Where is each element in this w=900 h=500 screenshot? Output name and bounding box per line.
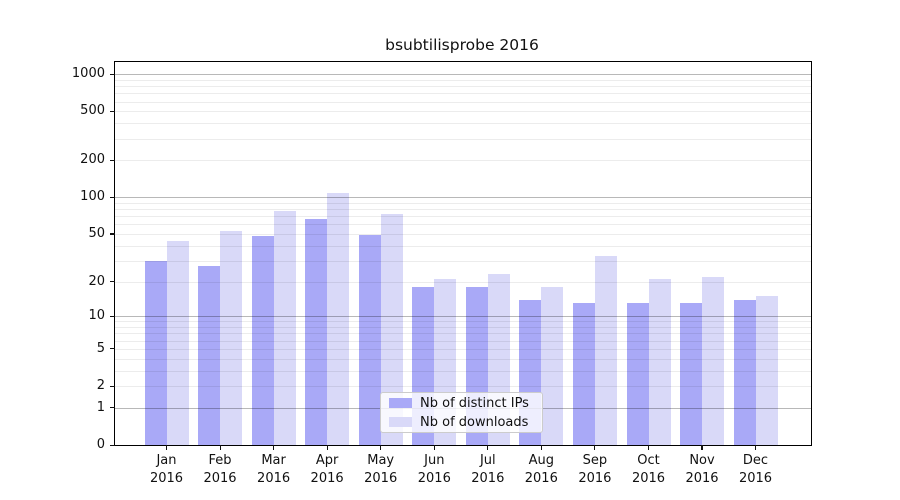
bar-mar-2016-distinct-ips (251, 236, 274, 445)
x-tick-8 (594, 445, 596, 450)
y-tick-20 (110, 281, 115, 283)
x-tick-0 (165, 445, 168, 450)
y-tick-label-50: 50 (88, 225, 105, 241)
x-tick-5 (433, 445, 435, 450)
y-tick-10 (110, 315, 115, 317)
x-tick-label-11: Dec 2016 (738, 453, 773, 486)
gridline-minor-700 (115, 93, 811, 95)
gridline-minor-90 (115, 202, 811, 204)
y-tick-50 (110, 233, 115, 235)
x-tick-4 (380, 445, 382, 450)
y-tick-label-10: 10 (88, 308, 105, 324)
gridline-minor-600 (115, 101, 811, 103)
x-tick-2 (273, 445, 275, 450)
x-tick-label-9: Oct 2016 (631, 453, 666, 486)
y-tick-1 (110, 407, 115, 409)
gridline-minor-800 (115, 86, 811, 88)
bar-jan-2016-downloads (166, 240, 189, 445)
gridline-major-1000 (115, 74, 811, 76)
gridline-minor-900 (115, 79, 811, 81)
x-tick-9 (647, 445, 650, 450)
plot-area: 0 1 2 5 10 20 50 100 200 500 1000 Jan 2016 Feb 2016 Mar… (72, 61, 812, 486)
bar-dec-2016-downloads (755, 296, 778, 445)
y-tick-label-100: 100 (80, 189, 105, 205)
gridline-minor-200 (115, 160, 811, 162)
y-tick-1000 (110, 73, 115, 75)
bar-aug-2016-downloads (541, 286, 564, 445)
bar-sep-2016-downloads (594, 255, 617, 445)
x-tick-label-0: Jan 2016 (149, 453, 184, 486)
gridline-minor-400 (115, 123, 811, 125)
gridline-minor-500 (115, 111, 811, 113)
y-tick-label-20: 20 (88, 273, 105, 289)
y-tick-label-5: 5 (96, 340, 105, 356)
x-tick-label-5: Jun 2016 (417, 453, 451, 486)
bar-feb-2016-distinct-ips (198, 266, 220, 445)
x-tick-3 (326, 445, 328, 450)
y-tick-500 (110, 110, 115, 112)
legend: Nb of distinct IPs Nb of downloads (380, 392, 543, 433)
x-tick-label-8: Sep 2016 (578, 453, 612, 486)
y-tick-label-0: 0 (96, 437, 105, 452)
legend-swatch-distinct-ips (389, 398, 412, 408)
x-tick-label-6: Jul 2016 (471, 453, 505, 486)
x-tick-label-4: May 2016 (364, 453, 398, 486)
bar-mar-2016-downloads (273, 210, 296, 445)
bar-nov-2016-distinct-ips (680, 303, 702, 445)
legend-item-downloads: Nb of downloads (389, 415, 534, 430)
bar-sep-2016-distinct-ips (572, 303, 595, 445)
x-tick-6 (487, 445, 489, 450)
bar-may-2016-downloads (380, 214, 403, 445)
x-tick-label-3: Apr 2016 (310, 453, 344, 486)
bar-apr-2016-distinct-ips (305, 219, 328, 445)
gridline-major-100 (115, 197, 811, 199)
y-tick-2 (110, 385, 115, 387)
legend-item-distinct-ips: Nb of distinct IPs (389, 396, 534, 411)
y-tick-5 (110, 348, 115, 350)
bar-nov-2016-downloads (702, 276, 724, 445)
gridline-minor-80 (115, 209, 811, 211)
bar-oct-2016-downloads (648, 279, 671, 445)
legend-swatch-downloads (389, 417, 412, 427)
bar-feb-2016-downloads (220, 230, 242, 445)
bar-oct-2016-distinct-ips (626, 303, 649, 445)
legend-label-distinct-ips: Nb of distinct IPs (420, 395, 529, 411)
gridline-minor-70 (115, 216, 811, 218)
x-tick-1 (219, 445, 221, 450)
chart-title: bsubtilisprobe 2016 (385, 36, 539, 54)
legend-label-downloads: Nb of downloads (420, 414, 529, 430)
bar-jan-2016-distinct-ips (144, 260, 167, 445)
y-tick-label-2: 2 (96, 378, 105, 393)
x-tick-7 (540, 445, 542, 450)
x-tick-label-2: Mar 2016 (257, 453, 291, 486)
bar-apr-2016-downloads (327, 193, 350, 445)
y-tick-label-1000: 1000 (71, 66, 105, 82)
y-tick-0 (110, 444, 115, 446)
y-tick-label-500: 500 (80, 103, 105, 119)
x-tick-label-7: Aug 2016 (524, 453, 558, 486)
bar-may-2016-distinct-ips (358, 235, 381, 445)
x-tick-label-10: Nov 2016 (685, 453, 719, 486)
x-tick-10 (701, 445, 703, 450)
x-tick-11 (754, 445, 757, 450)
gridline-minor-60 (115, 224, 811, 226)
x-tick-label-1: Feb 2016 (203, 453, 237, 486)
y-tick-label-1: 1 (96, 399, 105, 415)
gridline-minor-300 (115, 138, 811, 140)
y-tick-label-200: 200 (80, 152, 105, 168)
y-tick-100 (110, 196, 115, 198)
y-tick-200 (110, 159, 115, 161)
bar-dec-2016-distinct-ips (733, 299, 756, 445)
